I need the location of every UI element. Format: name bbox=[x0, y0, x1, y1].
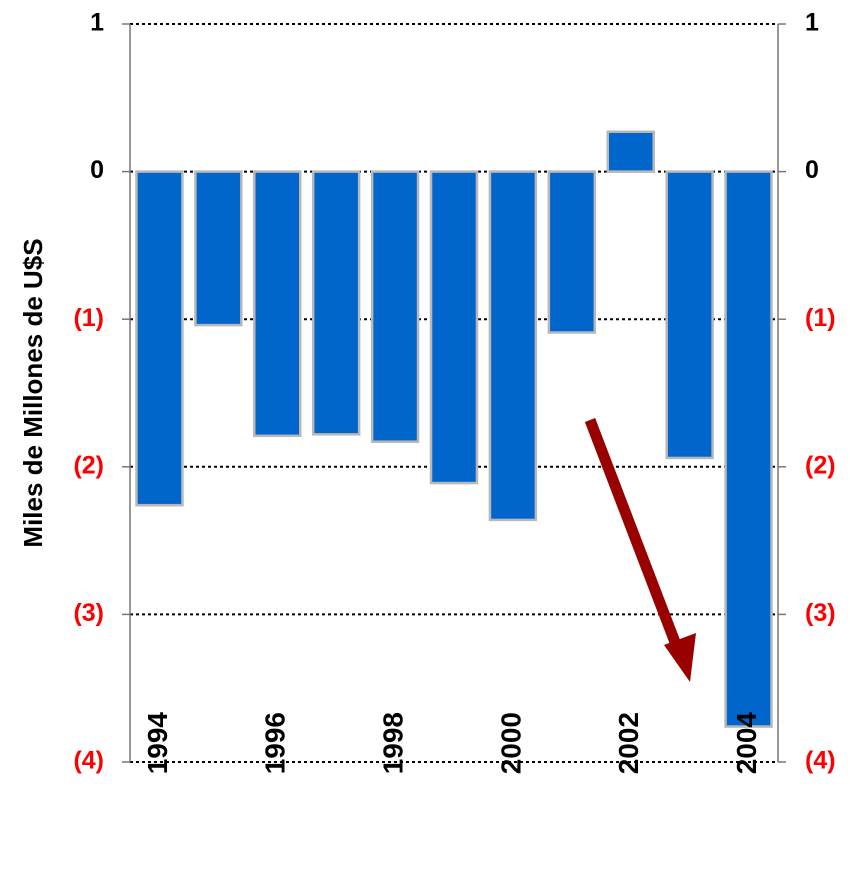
x-tick-label: 2002 bbox=[613, 712, 644, 774]
arrow-shaft bbox=[584, 418, 684, 652]
y2-tick-label: 0 bbox=[805, 156, 819, 184]
y-tick-label: (1) bbox=[73, 304, 104, 332]
arrow-head bbox=[664, 633, 696, 682]
y2-tick-label: (2) bbox=[805, 451, 836, 479]
bar bbox=[429, 170, 479, 485]
y2-tick-label: (1) bbox=[805, 304, 836, 332]
y-axis-label: Miles de Millones de U$S bbox=[18, 238, 48, 547]
y-tick-label: (4) bbox=[73, 747, 104, 775]
bar bbox=[311, 170, 361, 436]
y-tick-label: (2) bbox=[73, 451, 104, 479]
y2-tick-label: (3) bbox=[805, 599, 836, 627]
bar bbox=[606, 130, 655, 173]
bar bbox=[194, 170, 243, 327]
x-tick-label: 1994 bbox=[142, 712, 173, 775]
y-tick-label: (3) bbox=[73, 599, 104, 627]
bar bbox=[547, 170, 597, 334]
bar bbox=[665, 170, 714, 460]
bar bbox=[488, 170, 538, 522]
x-tick-label: 1996 bbox=[260, 712, 291, 774]
x-tick-label: 2000 bbox=[495, 712, 526, 774]
y2-tick-label: (4) bbox=[805, 747, 836, 775]
x-tick-label: 1998 bbox=[377, 712, 408, 774]
y-tick-label: 0 bbox=[90, 156, 104, 184]
trend-arrow bbox=[584, 418, 696, 682]
bar bbox=[370, 170, 420, 443]
y2-tick-label: 1 bbox=[805, 9, 819, 37]
bar bbox=[724, 170, 773, 728]
x-tick-label: 2004 bbox=[731, 712, 762, 775]
bar bbox=[135, 170, 184, 507]
bar bbox=[253, 170, 302, 438]
y-tick-label: 1 bbox=[90, 9, 104, 37]
